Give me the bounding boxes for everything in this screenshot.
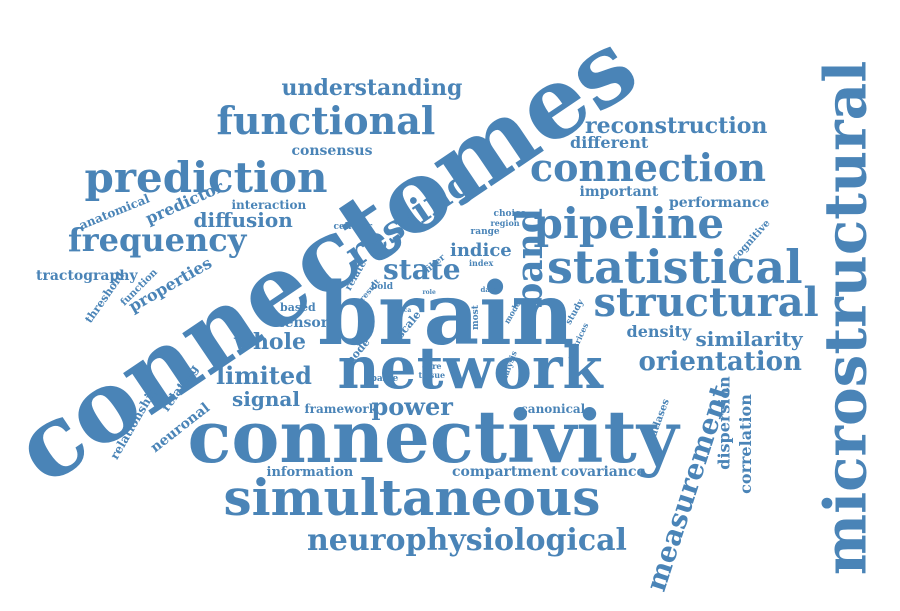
word-limited: limited: [216, 361, 312, 390]
word-role: role: [422, 289, 436, 296]
word-choice: choice: [493, 208, 527, 219]
word-diffusion: diffusion: [193, 208, 293, 232]
word-different: different: [570, 133, 649, 152]
word-core: core: [422, 361, 442, 371]
word-density: density: [626, 322, 692, 341]
word-performance: performance: [669, 195, 770, 211]
word-microstructural: microstructural: [810, 60, 879, 576]
word-dispersion: dispersion: [714, 376, 734, 470]
word-understanding: understanding: [281, 75, 463, 101]
word-data: data: [480, 284, 498, 294]
word-based: based: [280, 300, 316, 314]
word-covariance: covariance: [561, 464, 646, 480]
word-structural: structural: [593, 279, 819, 326]
word-index: index: [469, 258, 494, 268]
word-prediction: prediction: [84, 153, 328, 202]
word-simultaneous: simultaneous: [223, 468, 601, 527]
word-similarity: similarity: [695, 327, 803, 351]
word-whole: whole: [234, 329, 306, 355]
word-framework: framework: [304, 402, 378, 416]
word-range: range: [470, 226, 500, 237]
word-correlation: correlation: [735, 394, 755, 494]
word-tractography: tractography: [36, 268, 138, 284]
word-cellular: cellular: [333, 221, 373, 232]
word-region: region: [490, 218, 520, 228]
word-seca: seca: [396, 307, 412, 314]
word-network: network: [337, 334, 603, 402]
word-neurophysiological: neurophysiological: [307, 523, 627, 558]
word-state: state: [383, 253, 461, 286]
word-frequency: frequency: [68, 221, 247, 259]
word-tensor: tensor: [278, 315, 329, 331]
word-connectivity: connectivity: [187, 394, 679, 479]
word-compartment: compartment: [452, 464, 558, 480]
word-reconstruction: reconstruction: [585, 113, 768, 139]
word-brain: brain: [318, 264, 575, 365]
word-connection: connection: [530, 145, 767, 190]
word-functional: functional: [216, 98, 436, 143]
word-canonical: canonical: [520, 402, 586, 416]
word-tissue: tissue: [418, 370, 446, 380]
word-signal: signal: [232, 387, 300, 411]
word-information: information: [266, 464, 354, 480]
word-important: important: [579, 184, 659, 200]
word-orientation: orientation: [638, 347, 802, 377]
word-most: most: [470, 304, 481, 330]
word-indice: indice: [450, 240, 512, 261]
word-sparse: sparse: [365, 373, 399, 384]
word-pipeline: pipeline: [533, 199, 725, 248]
word-power: power: [371, 392, 453, 421]
word-statistical: statistical: [547, 240, 803, 294]
word-consensus: consensus: [291, 143, 373, 159]
word-interaction: interaction: [231, 198, 307, 212]
word-bold: bold: [371, 281, 394, 292]
